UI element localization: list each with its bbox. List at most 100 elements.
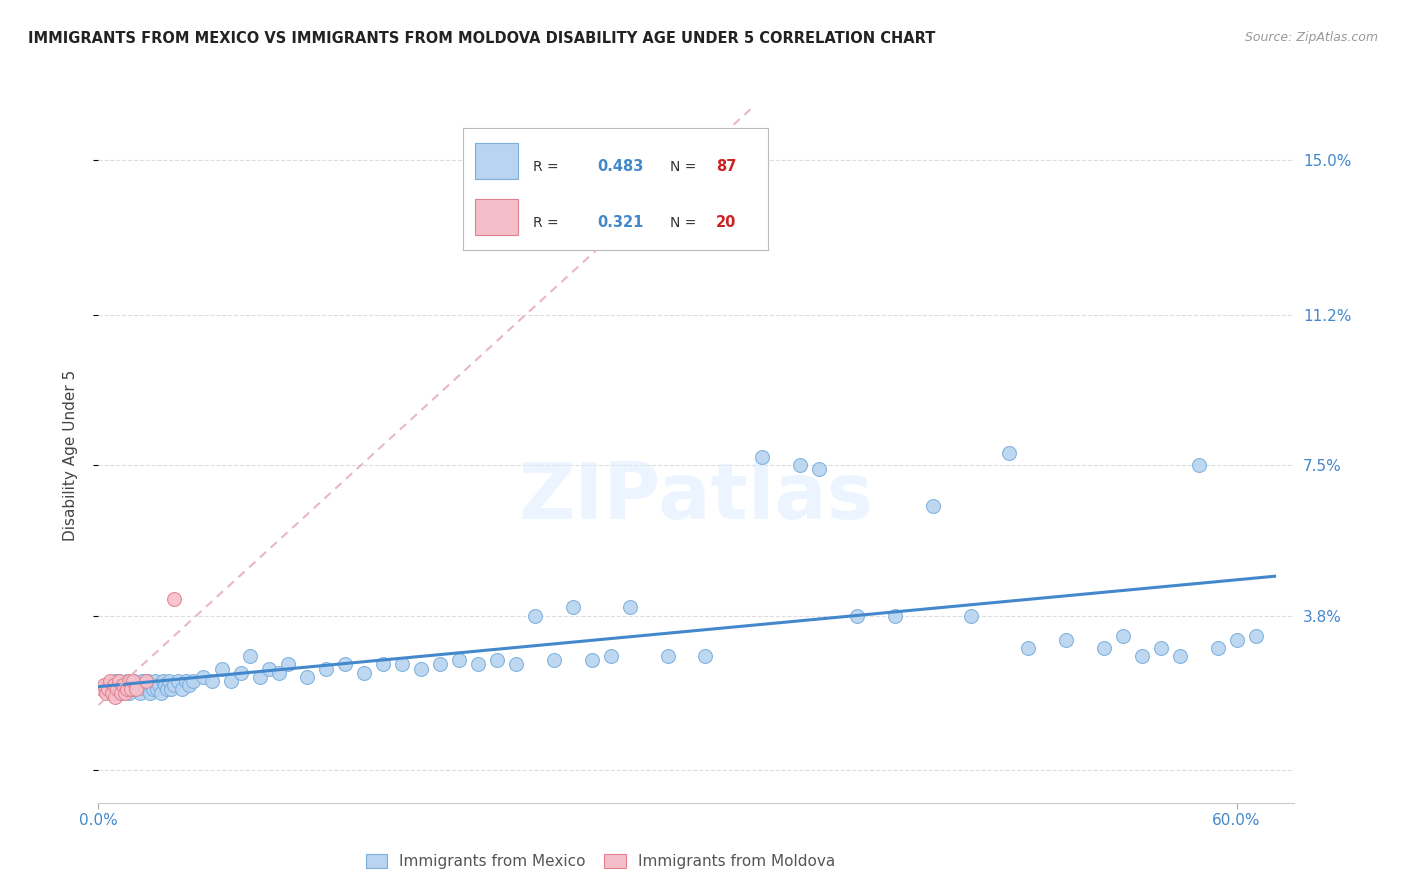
Point [391,657,413,672]
Point [295,670,318,684]
Point [132,678,155,692]
Point [1206,641,1229,656]
Point [142,681,165,696]
Point [104,690,127,704]
Point [100,681,122,696]
Point [1244,629,1267,643]
Point [257,661,280,675]
Point [1226,633,1249,648]
Point [179,678,201,692]
Text: IMMIGRANTS FROM MEXICO VS IMMIGRANTS FROM MOLDOVA DISABILITY AGE UNDER 5 CORRELA: IMMIGRANTS FROM MEXICO VS IMMIGRANTS FRO… [28,31,935,46]
Point [125,681,148,696]
Point [429,657,451,672]
Point [1017,641,1039,656]
Point [105,686,128,700]
Point [1092,641,1115,656]
Point [146,681,169,696]
Point [138,686,160,700]
Point [201,673,224,688]
Point [543,653,565,667]
Point [467,657,489,672]
Point [884,608,907,623]
Point [523,608,546,623]
Point [150,686,173,700]
Point [156,681,179,696]
Point [110,681,132,696]
Point [561,600,583,615]
Text: Source: ZipAtlas.com: Source: ZipAtlas.com [1244,31,1378,45]
Point [315,661,337,675]
Point [599,649,621,664]
Point [1130,649,1153,664]
Point [120,678,142,692]
Point [115,681,138,696]
Point [141,678,163,692]
Text: ZIPatlas: ZIPatlas [519,458,873,534]
Point [159,681,181,696]
Point [91,681,114,696]
Point [170,681,193,696]
Point [846,608,869,623]
Point [108,673,131,688]
Point [163,592,186,607]
Point [277,657,299,672]
Point [98,673,121,688]
Point [353,665,375,680]
Point [619,600,641,615]
Point [174,673,197,688]
Point [249,670,271,684]
Point [808,462,831,476]
Point [112,678,135,692]
Point [93,678,115,692]
Point [409,661,432,675]
Point [112,678,135,692]
Point [1188,458,1211,472]
Point [153,678,176,692]
Point [143,673,166,688]
Point [120,681,142,696]
Point [157,673,180,688]
Legend: Immigrants from Mexico, Immigrants from Moldova: Immigrants from Mexico, Immigrants from … [360,848,841,875]
Point [581,653,603,667]
Point [505,657,527,672]
Point [97,681,120,696]
Point [1150,641,1173,656]
Point [127,678,149,692]
Point [114,686,136,700]
Point [751,450,773,464]
Point [100,686,122,700]
Point [115,673,138,688]
Point [135,681,157,696]
Point [125,681,148,696]
Point [148,678,170,692]
Point [121,673,143,688]
Point [104,673,127,688]
Point [239,649,262,664]
Point [135,673,157,688]
Point [1168,649,1191,664]
Point [118,673,141,688]
Point [371,657,394,672]
Point [1054,633,1077,648]
Point [103,678,125,692]
Point [129,686,152,700]
Point [960,608,983,623]
Point [94,686,117,700]
Point [695,649,717,664]
Point [110,686,132,700]
Point [152,673,174,688]
Point [267,665,290,680]
Point [657,649,679,664]
Point [191,670,214,684]
Point [922,499,945,513]
Point [118,686,141,700]
Y-axis label: Disability Age Under 5: Disability Age Under 5 [63,369,77,541]
Point [167,673,190,688]
Point [229,665,252,680]
Point [114,681,136,696]
Point [124,673,146,688]
Point [108,673,131,688]
Point [211,661,233,675]
Point [789,458,811,472]
Point [998,446,1021,460]
